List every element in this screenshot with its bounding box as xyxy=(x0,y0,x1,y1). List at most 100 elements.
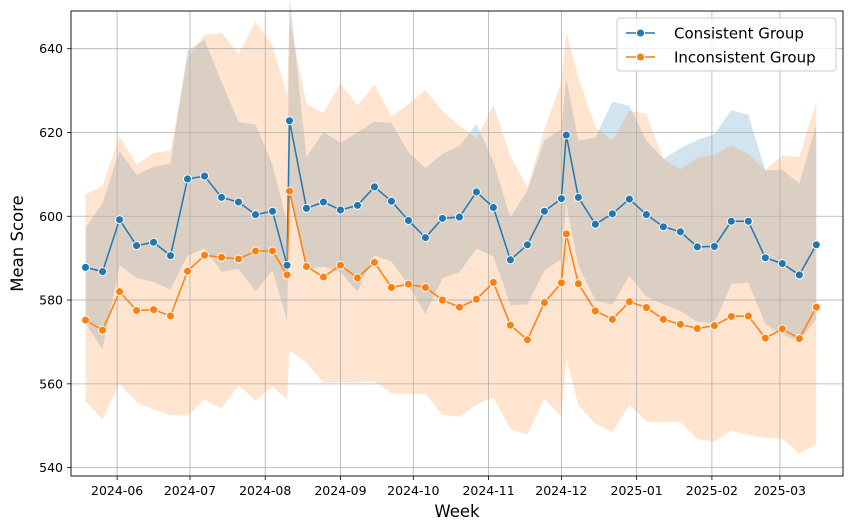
x-tick-label: 2024-10 xyxy=(387,483,439,498)
data-point-series-0 xyxy=(370,182,379,192)
data-point-series-0 xyxy=(811,240,821,250)
data-point-series-0 xyxy=(115,215,125,225)
data-point-series-1 xyxy=(561,229,571,239)
data-point-series-1 xyxy=(251,246,260,256)
data-point-series-0 xyxy=(624,194,634,204)
data-point-series-1 xyxy=(590,306,600,316)
data-point-series-1 xyxy=(115,287,125,297)
data-point-series-0 xyxy=(488,203,498,212)
data-point-series-1 xyxy=(488,278,498,287)
data-point-series-0 xyxy=(353,200,362,210)
data-point-series-1 xyxy=(471,294,481,304)
data-point-series-0 xyxy=(607,209,617,219)
data-point-series-0 xyxy=(319,197,328,207)
legend: Consistent Group Inconsistent Group xyxy=(616,17,837,72)
data-point-series-0 xyxy=(777,259,787,269)
data-point-series-1 xyxy=(794,334,804,344)
x-tick-label: 2025-03 xyxy=(754,483,806,498)
x-tick-label: 2024-09 xyxy=(314,483,366,498)
data-point-series-1 xyxy=(282,270,292,280)
series-lines xyxy=(85,120,817,342)
data-point-series-0 xyxy=(539,206,549,216)
data-point-series-1 xyxy=(607,314,617,324)
x-tick-label: 2024-08 xyxy=(239,483,291,498)
legend-frame xyxy=(616,17,837,72)
data-point-series-0 xyxy=(98,267,108,277)
data-point-series-1 xyxy=(149,305,158,315)
data-point-series-0 xyxy=(200,171,209,181)
data-point-series-0 xyxy=(234,197,243,207)
data-point-series-0 xyxy=(590,219,600,229)
series-line-1 xyxy=(85,190,817,342)
x-axis-ticks: 2024-06 2024-07 2024-08 2024-09 2024-10 2024-… xyxy=(91,476,806,498)
data-point-series-1 xyxy=(98,325,108,335)
data-point-series-0 xyxy=(726,216,736,226)
data-point-series-0 xyxy=(471,187,481,197)
data-point-series-0 xyxy=(743,216,753,226)
data-point-series-1 xyxy=(81,315,91,325)
data-point-series-1 xyxy=(183,266,192,276)
data-point-series-0 xyxy=(302,203,311,213)
data-point-series-1 xyxy=(319,272,328,282)
data-point-series-0 xyxy=(692,242,702,252)
series-markers xyxy=(81,116,821,345)
legend-label-0: Consistent Group xyxy=(674,25,804,43)
data-point-series-0 xyxy=(81,262,91,272)
confidence-band-1 xyxy=(85,20,817,454)
data-point-series-1 xyxy=(268,246,277,256)
data-point-series-0 xyxy=(282,260,292,270)
data-point-series-1 xyxy=(641,303,651,313)
y-tick-label: 600 xyxy=(39,209,63,224)
series-line-0 xyxy=(85,120,817,276)
data-point-series-0 xyxy=(641,210,651,220)
data-point-series-1 xyxy=(387,283,396,292)
confidence-band-0 xyxy=(85,0,817,350)
data-point-series-1 xyxy=(675,319,685,329)
data-point-series-1 xyxy=(420,283,430,292)
data-point-series-1 xyxy=(556,278,566,288)
data-point-series-1 xyxy=(200,250,209,260)
data-point-series-1 xyxy=(302,262,311,271)
data-point-series-0 xyxy=(166,251,175,261)
data-point-series-1 xyxy=(132,306,141,315)
data-point-series-1 xyxy=(437,295,447,305)
data-point-series-1 xyxy=(692,324,702,333)
data-point-series-1 xyxy=(522,335,532,345)
data-point-series-1 xyxy=(505,320,515,330)
data-point-series-0 xyxy=(336,205,345,215)
y-axis-ticks: 540 560 580 600 620 640 xyxy=(39,41,71,475)
y-tick-label: 540 xyxy=(39,460,63,475)
y-tick-label: 560 xyxy=(39,376,63,391)
data-point-series-1 xyxy=(743,311,753,321)
data-point-series-1 xyxy=(336,260,345,270)
data-point-series-1 xyxy=(573,279,583,289)
y-tick-label: 640 xyxy=(39,41,63,56)
data-point-series-0 xyxy=(387,196,396,206)
x-tick-label: 2024-07 xyxy=(164,483,216,498)
data-point-series-0 xyxy=(217,192,226,202)
data-point-series-1 xyxy=(370,257,379,267)
data-point-series-1 xyxy=(658,314,668,324)
x-tick-label: 2024-06 xyxy=(91,483,143,498)
data-point-series-1 xyxy=(285,186,294,196)
data-point-series-1 xyxy=(539,298,549,308)
legend-label-1: Inconsistent Group xyxy=(674,49,816,67)
data-point-series-0 xyxy=(454,212,464,222)
data-point-series-1 xyxy=(709,321,719,331)
data-point-series-0 xyxy=(437,213,447,223)
data-point-series-0 xyxy=(132,241,141,251)
data-point-series-0 xyxy=(505,255,515,265)
data-point-series-1 xyxy=(454,302,464,312)
data-point-series-0 xyxy=(760,253,770,263)
legend-swatch-marker xyxy=(636,28,645,38)
data-point-series-1 xyxy=(353,273,362,283)
data-point-series-0 xyxy=(285,116,294,126)
data-point-series-0 xyxy=(403,216,413,225)
data-point-series-0 xyxy=(268,206,277,216)
data-point-series-1 xyxy=(777,324,787,334)
x-axis-label: Week xyxy=(434,502,480,521)
data-point-series-0 xyxy=(794,270,804,280)
y-tick-label: 580 xyxy=(39,293,63,308)
data-point-series-0 xyxy=(709,241,719,251)
